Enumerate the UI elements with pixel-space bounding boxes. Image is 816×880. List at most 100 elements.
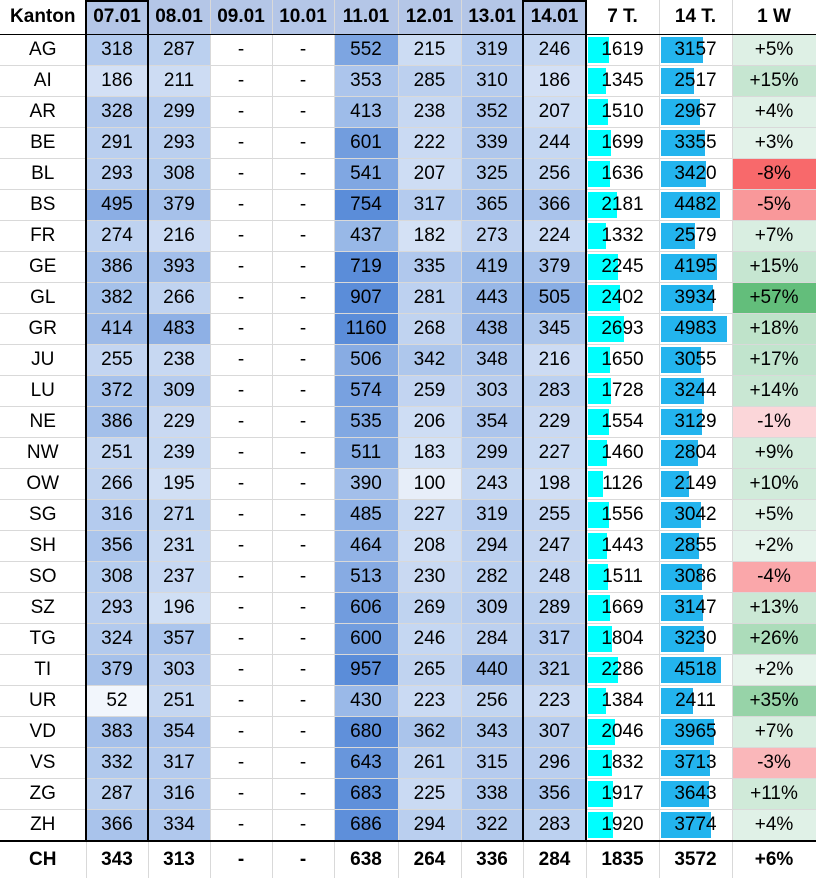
day-value-cell: 366 bbox=[523, 189, 587, 221]
kanton-cell: AG bbox=[0, 34, 87, 66]
sum-value: 3244 bbox=[674, 380, 717, 401]
data-bar bbox=[660, 781, 709, 807]
day-value-cell: 225 bbox=[398, 778, 462, 810]
data-bar bbox=[587, 502, 609, 528]
day-value-cell: 335 bbox=[398, 251, 462, 283]
day-value-cell: 334 bbox=[148, 809, 211, 842]
data-bar bbox=[660, 130, 705, 156]
day-value-cell: 100 bbox=[398, 468, 462, 500]
day-value-cell: - bbox=[272, 65, 335, 97]
header-kanton[interactable]: Kanton bbox=[0, 0, 87, 35]
week-change-cell: +4% bbox=[732, 809, 816, 842]
kanton-cell: FR bbox=[0, 220, 87, 252]
day-value-cell: 339 bbox=[461, 127, 524, 159]
day-value-cell: - bbox=[210, 623, 273, 655]
sum-7-days-cell: 1554 bbox=[586, 406, 660, 438]
week-change-cell: +14% bbox=[732, 375, 816, 407]
week-change-cell: +15% bbox=[732, 65, 816, 97]
day-value-cell: 207 bbox=[398, 158, 462, 190]
kanton-cell: GR bbox=[0, 313, 87, 345]
sum-14-days-cell: 3129 bbox=[659, 406, 733, 438]
sum-value: 2046 bbox=[601, 721, 644, 742]
sum-value: 1699 bbox=[601, 132, 644, 153]
data-bar bbox=[660, 750, 710, 776]
kanton-cell: SH bbox=[0, 530, 87, 562]
day-value-cell: 342 bbox=[398, 344, 462, 376]
day-value-cell: 195 bbox=[148, 468, 211, 500]
data-bar bbox=[587, 37, 609, 63]
day-value-cell: - bbox=[210, 251, 273, 283]
table-row: JU 255 238- -506 342 348 216 1650 3055 +17% bbox=[0, 344, 816, 376]
day-value-cell: 343 bbox=[461, 716, 524, 748]
header-day[interactable]: 08.01 bbox=[148, 0, 211, 35]
sum-14-days-cell: 4195 bbox=[659, 251, 733, 283]
kanton-cell: VS bbox=[0, 747, 87, 779]
day-value-cell: 643 bbox=[334, 747, 399, 779]
header-day[interactable]: 10.01 bbox=[272, 0, 335, 35]
sum-value: 1511 bbox=[602, 566, 643, 587]
header-7-days[interactable]: 7 T. bbox=[586, 0, 660, 35]
table-row: VS 332 317- -643 261 315 296 1832 3713 -3% bbox=[0, 747, 816, 779]
table-row: BE 291 293- -601 222 339 244 1699 3355 +3% bbox=[0, 127, 816, 159]
day-value-cell: 345 bbox=[523, 313, 587, 345]
table-row: NE 386 229- -535 206 354 229 1554 3129 -1% bbox=[0, 406, 816, 438]
day-value-cell: 266 bbox=[148, 282, 211, 314]
week-change-cell: +5% bbox=[732, 499, 816, 531]
day-value-cell: 52 bbox=[86, 685, 149, 717]
sum-14-days-cell: 2579 bbox=[659, 220, 733, 252]
sum-value: 3042 bbox=[674, 504, 717, 525]
header-day[interactable]: 12.01 bbox=[398, 0, 462, 35]
header-1-week-change[interactable]: 1 W bbox=[732, 0, 816, 35]
day-value-cell: 382 bbox=[86, 282, 149, 314]
sum-14-days-cell: 2149 bbox=[659, 468, 733, 500]
day-value-cell: 601 bbox=[334, 127, 399, 159]
sum-value: 1917 bbox=[601, 783, 644, 804]
sum-value: 1804 bbox=[601, 628, 644, 649]
header-14-days[interactable]: 14 T. bbox=[659, 0, 733, 35]
table-body: AG 318 287- -552 215 319 246 1619 3157 +5% AI 186 21… bbox=[0, 34, 816, 842]
table-row: LU 372 309- -574 259 303 283 1728 3244 +14% bbox=[0, 375, 816, 407]
data-bar bbox=[587, 471, 603, 497]
day-value-cell: 231 bbox=[148, 530, 211, 562]
header-row: Kanton 07.01 08.01 09.01 10.01 11.01 12.… bbox=[0, 0, 816, 35]
sum-14-days-cell: 3934 bbox=[659, 282, 733, 314]
day-value-cell: 324 bbox=[86, 623, 149, 655]
sum-7-days-cell: 1699 bbox=[586, 127, 660, 159]
sum-7-days-cell: 2245 bbox=[586, 251, 660, 283]
day-value-cell: 574 bbox=[334, 375, 399, 407]
day-value-cell: - bbox=[210, 189, 273, 221]
sum-value: 1920 bbox=[601, 814, 644, 835]
header-day[interactable]: 11.01 bbox=[334, 0, 399, 35]
sum-14-days-cell: 3055 bbox=[659, 344, 733, 376]
day-value-cell: 246 bbox=[398, 623, 462, 655]
day-value-cell: - bbox=[210, 561, 273, 593]
day-value-cell: - bbox=[210, 747, 273, 779]
day-value-cell: - bbox=[210, 685, 273, 717]
day-value-cell: 316 bbox=[86, 499, 149, 531]
day-value-cell: 255 bbox=[523, 499, 587, 531]
header-day[interactable]: 07.01 bbox=[86, 0, 149, 35]
sum-7-days-cell: 1556 bbox=[586, 499, 660, 531]
header-day[interactable]: 14.01 bbox=[523, 0, 587, 35]
sum-7-days-cell: 1345 bbox=[586, 65, 660, 97]
week-change-cell: +35% bbox=[732, 685, 816, 717]
week-change-cell: +4% bbox=[732, 96, 816, 128]
week-change-cell: +18% bbox=[732, 313, 816, 345]
day-value-cell: - bbox=[210, 654, 273, 686]
day-value-cell: 256 bbox=[461, 685, 524, 717]
day-value-cell: - bbox=[210, 344, 273, 376]
data-bar bbox=[587, 130, 611, 156]
kanton-cell: GL bbox=[0, 282, 87, 314]
sum-14-days-cell: 2855 bbox=[659, 530, 733, 562]
day-value-cell: 282 bbox=[461, 561, 524, 593]
day-value-cell: 251 bbox=[86, 437, 149, 469]
day-value-cell: 317 bbox=[523, 623, 587, 655]
data-bar bbox=[660, 626, 704, 652]
day-value-cell: 957 bbox=[334, 654, 399, 686]
data-bar bbox=[660, 719, 714, 745]
day-value-cell: 318 bbox=[86, 34, 149, 66]
day-value-cell: - bbox=[272, 220, 335, 252]
header-day[interactable]: 09.01 bbox=[210, 0, 273, 35]
sum-value: 1556 bbox=[601, 504, 644, 525]
header-day[interactable]: 13.01 bbox=[461, 0, 524, 35]
